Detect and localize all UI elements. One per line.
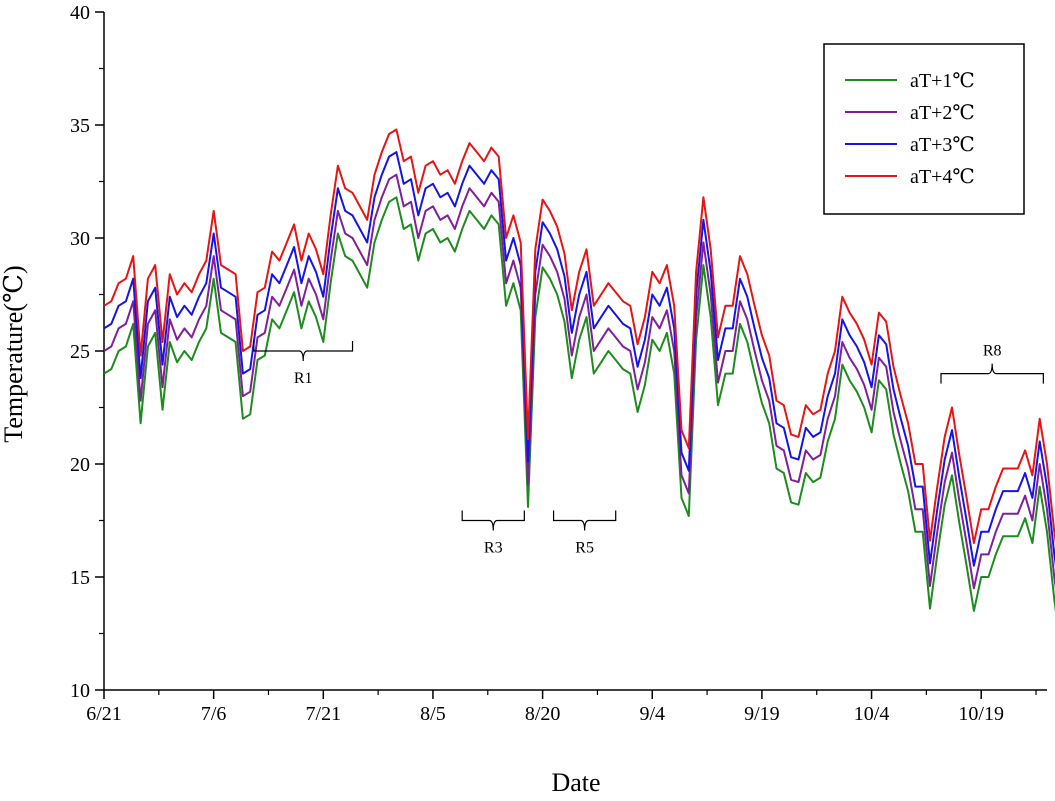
x-tick-label: 7/6 (201, 703, 227, 725)
legend: aT+1℃ aT+2℃ aT+3℃ aT+4℃ (823, 43, 1025, 215)
y-tick-label: 30 (70, 228, 90, 250)
legend-label: aT+1℃ (910, 70, 975, 92)
x-tick-label: 9/19 (744, 703, 780, 725)
annotation-bracket (461, 510, 525, 531)
series-line (103, 151, 1055, 567)
x-tick-label: 7/21 (306, 703, 342, 725)
y-tick-label: 25 (70, 341, 90, 363)
legend-label: aT+2℃ (910, 102, 975, 124)
legend-label: aT+4℃ (910, 166, 975, 188)
annotation-bracket (253, 341, 354, 362)
series-lines (103, 128, 1055, 612)
annotation-label: R5 (575, 540, 594, 557)
annotation-bracket (552, 510, 617, 531)
x-tick-label: 6/21 (86, 703, 122, 725)
series-line (103, 128, 1055, 545)
y-tick-label: 15 (70, 567, 90, 589)
annotation-bracket (940, 363, 1044, 384)
annotation-label: R8 (983, 343, 1002, 360)
series-line (103, 196, 1055, 612)
y-axis-title: Temperature(℃) (0, 265, 28, 442)
axes: 10 15 20 25 30 35 40 6/21 7/6 7/21 8/5 8/20 9/4 9/19 1… (70, 2, 1047, 725)
x-tick-label: 10/4 (854, 703, 890, 725)
annotation-label: R1 (294, 370, 313, 387)
legend-label: aT+3℃ (910, 134, 975, 156)
y-tick-label: 20 (70, 454, 90, 476)
x-tick-label: 8/5 (420, 703, 446, 725)
series-line (103, 173, 1055, 590)
y-tick-label: 35 (70, 115, 90, 137)
x-tick-label: 10/19 (958, 703, 1004, 725)
annotations: R1 R3 R5 R8 (253, 341, 1044, 557)
legend-box (823, 43, 1025, 215)
y-tick-label: 10 (70, 680, 90, 702)
x-axis-title: Date (551, 768, 600, 797)
y-tick-label: 40 (70, 2, 90, 24)
x-tick-label: 9/4 (639, 703, 665, 725)
x-tick-label: 8/20 (525, 703, 561, 725)
annotation-label: R3 (484, 540, 503, 557)
